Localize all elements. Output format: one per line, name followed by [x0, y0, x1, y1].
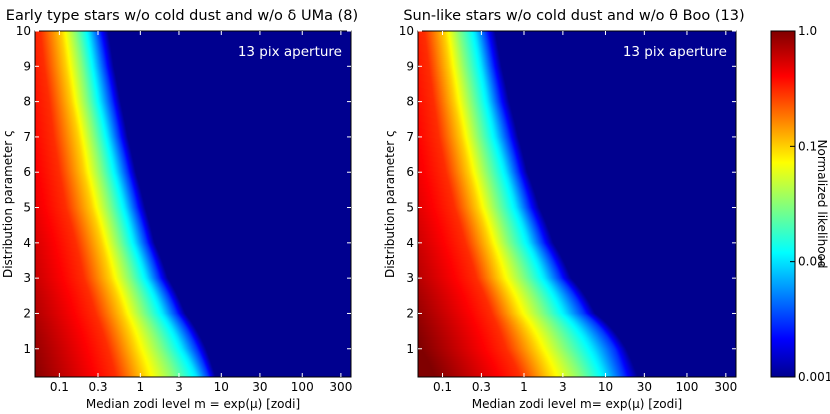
panel-title: Sun-like stars w/o cold dust and w/o θ B… [403, 8, 744, 24]
y-tick-label: 2 [406, 306, 414, 320]
y-tick-label: 5 [406, 201, 414, 215]
y-tick-label: 7 [406, 130, 414, 144]
x-tick-label: 30 [637, 380, 652, 394]
colorbar: 1.0 0.1 0.01 0.001 Normalized likelihood [770, 24, 830, 384]
colorbar-tick-label: 1.0 [798, 24, 817, 38]
y-tick-label: 2 [23, 306, 31, 320]
y-tick-label: 8 [406, 95, 414, 109]
y-tick-label: 9 [406, 59, 414, 73]
y-tick-label: 10 [16, 24, 31, 38]
x-tick-label: 0.1 [50, 380, 69, 394]
x-axis: 0.1 0.3 1 3 10 30 100 300 [433, 31, 737, 394]
x-tick-label: 300 [329, 380, 352, 394]
x-tick-label: 10 [214, 380, 229, 394]
y-tick-label: 3 [23, 271, 31, 285]
x-tick-label: 0.3 [88, 380, 107, 394]
x-axis: 0.1 0.3 1 3 10 30 100 300 [50, 31, 352, 394]
y-tick-label: 9 [23, 59, 31, 73]
aperture-annotation: 13 pix aperture [623, 44, 727, 60]
y-tick-label: 5 [23, 201, 31, 215]
y-tick-label: 1 [406, 342, 414, 356]
colorbar-gradient [770, 30, 796, 378]
x-axis-label: Median zodi level m = exp(μ) [zodi] [86, 397, 300, 411]
colorbar-label: Normalized likelihood [815, 139, 829, 268]
aperture-annotation: 13 pix aperture [238, 44, 342, 60]
x-tick-label: 30 [252, 380, 267, 394]
panel-sun-like: Sun-like stars w/o cold dust and w/o θ B… [383, 8, 745, 411]
panel-early-type: Early type stars w/o cold dust and w/o δ… [1, 8, 358, 411]
colorbar-tick-label: 0.1 [798, 139, 817, 153]
likelihood-heatmap [418, 31, 736, 377]
x-tick-label: 3 [559, 380, 567, 394]
x-tick-label: 1 [137, 380, 145, 394]
y-tick-label: 6 [23, 165, 31, 179]
y-tick-label: 1 [23, 342, 31, 356]
y-tick-label: 6 [406, 165, 414, 179]
likelihood-heatmap [35, 31, 351, 377]
x-tick-label: 100 [291, 380, 314, 394]
y-tick-label: 4 [406, 236, 414, 250]
x-tick-label: 3 [175, 380, 183, 394]
y-axis-label: Distribution parameter ς [383, 130, 397, 278]
y-tick-label: 7 [23, 130, 31, 144]
y-axis-label: Distribution parameter ς [1, 130, 15, 278]
x-tick-label: 10 [598, 380, 613, 394]
y-tick-label: 8 [23, 95, 31, 109]
x-axis-label: Median zodi level m= exp(μ) [zodi] [472, 397, 682, 411]
y-tick-label: 10 [399, 24, 414, 38]
y-axis: 1 2 3 4 5 6 7 8 9 10 [16, 24, 351, 356]
y-tick-label: 4 [23, 236, 31, 250]
x-tick-label: 0.1 [433, 380, 452, 394]
x-tick-label: 100 [675, 380, 698, 394]
y-tick-label: 3 [406, 271, 414, 285]
plot-frame [417, 30, 737, 378]
x-tick-label: 1 [520, 380, 528, 394]
y-axis: 1 2 3 4 5 6 7 8 9 10 [399, 24, 736, 356]
colorbar-tick-label: 0.001 [798, 370, 830, 384]
colorbar-tick-label: 0.01 [798, 255, 825, 269]
panel-title: Early type stars w/o cold dust and w/o δ… [6, 8, 358, 24]
plot-frame [34, 30, 352, 378]
x-tick-label: 0.3 [472, 380, 491, 394]
colorbar-ticks: 1.0 0.1 0.01 0.001 [790, 24, 830, 384]
x-tick-label: 300 [714, 380, 737, 394]
